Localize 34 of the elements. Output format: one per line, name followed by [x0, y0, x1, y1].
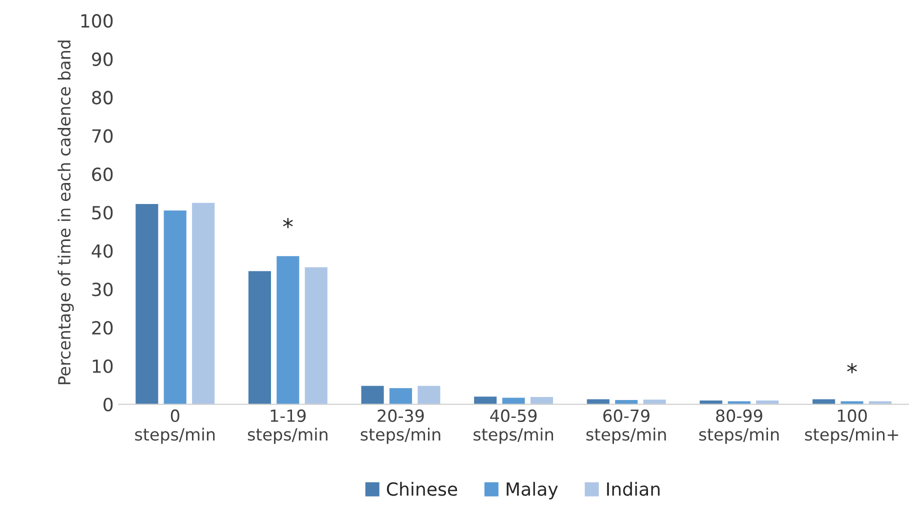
y-tick-label: 20 — [92, 321, 113, 335]
legend-label: Malay — [506, 482, 558, 500]
x-tick-label: 100 steps/min+ — [805, 409, 898, 444]
y-tick-label: 40 — [92, 244, 113, 258]
bar — [361, 386, 384, 404]
y-tick-label: 50 — [92, 206, 113, 220]
bar — [276, 256, 300, 404]
annotation: * — [283, 218, 293, 228]
legend-label: Chinese — [386, 482, 458, 496]
legend-label: Indian — [607, 482, 660, 496]
bar — [304, 267, 328, 404]
bar — [136, 204, 158, 404]
y-tick-label: 60 — [92, 168, 113, 182]
y-tick-label: 30 — [92, 282, 113, 296]
bar — [164, 210, 186, 404]
annotation: * — [847, 363, 857, 374]
bar — [389, 388, 412, 404]
y-tick-label: 10 — [92, 359, 113, 374]
bar — [474, 396, 497, 404]
x-tick-label: 40-59 steps/min — [474, 409, 554, 444]
y-axis-title: Percentage of time in each cadence band — [58, 40, 74, 384]
x-tick-label: 60-79 steps/min — [586, 409, 666, 444]
x-tick-label: 1-19 steps/min — [248, 409, 328, 444]
y-tick-label: 0 — [104, 398, 113, 412]
x-tick-label: 0 steps/min — [135, 409, 215, 444]
y-tick-label: 80 — [92, 90, 113, 104]
x-tick-label: 20-39 steps/min — [360, 409, 440, 444]
bar — [192, 202, 215, 404]
y-tick-label: 70 — [92, 129, 113, 143]
bar — [248, 271, 271, 404]
y-tick-label: 100 — [81, 14, 113, 28]
y-tick-label: 90 — [92, 52, 113, 66]
bar — [418, 386, 440, 404]
x-tick-label: 80-99 steps/min — [699, 409, 779, 444]
